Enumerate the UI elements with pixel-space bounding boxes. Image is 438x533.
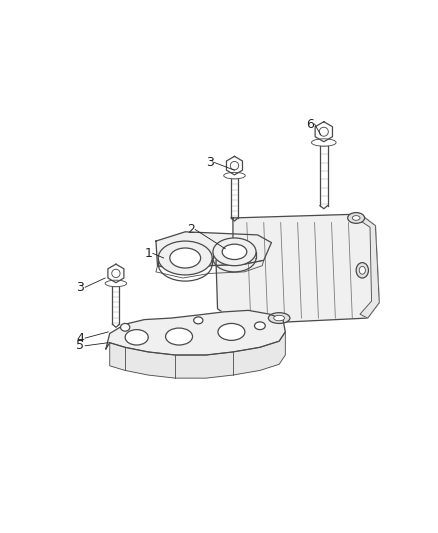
Ellipse shape xyxy=(194,317,203,324)
Ellipse shape xyxy=(218,324,245,341)
Text: 6: 6 xyxy=(306,117,314,131)
Polygon shape xyxy=(320,146,328,206)
Circle shape xyxy=(319,127,328,136)
Ellipse shape xyxy=(105,280,127,287)
Ellipse shape xyxy=(274,316,285,321)
Polygon shape xyxy=(216,214,379,324)
Ellipse shape xyxy=(224,172,245,179)
Text: 3: 3 xyxy=(206,156,214,169)
Text: 5: 5 xyxy=(77,340,85,352)
Text: 1: 1 xyxy=(144,247,152,260)
Polygon shape xyxy=(156,232,272,272)
Polygon shape xyxy=(315,122,332,142)
Text: 3: 3 xyxy=(77,281,85,294)
Ellipse shape xyxy=(348,213,364,223)
Ellipse shape xyxy=(213,238,256,265)
Text: 4: 4 xyxy=(77,332,85,344)
Circle shape xyxy=(230,161,239,169)
Ellipse shape xyxy=(254,322,265,329)
Ellipse shape xyxy=(125,329,148,345)
Ellipse shape xyxy=(311,139,336,146)
Ellipse shape xyxy=(222,244,247,260)
Polygon shape xyxy=(113,287,120,324)
Ellipse shape xyxy=(359,266,365,274)
Polygon shape xyxy=(106,310,285,355)
Circle shape xyxy=(112,269,120,278)
Text: 2: 2 xyxy=(187,223,194,236)
Ellipse shape xyxy=(158,241,212,275)
Ellipse shape xyxy=(166,328,193,345)
Ellipse shape xyxy=(170,248,201,268)
Ellipse shape xyxy=(352,216,360,220)
Polygon shape xyxy=(231,179,238,218)
Polygon shape xyxy=(110,332,285,378)
Polygon shape xyxy=(356,214,379,318)
Ellipse shape xyxy=(120,324,130,331)
Polygon shape xyxy=(226,156,243,175)
Ellipse shape xyxy=(268,313,290,324)
Polygon shape xyxy=(108,264,124,282)
Ellipse shape xyxy=(356,263,368,278)
